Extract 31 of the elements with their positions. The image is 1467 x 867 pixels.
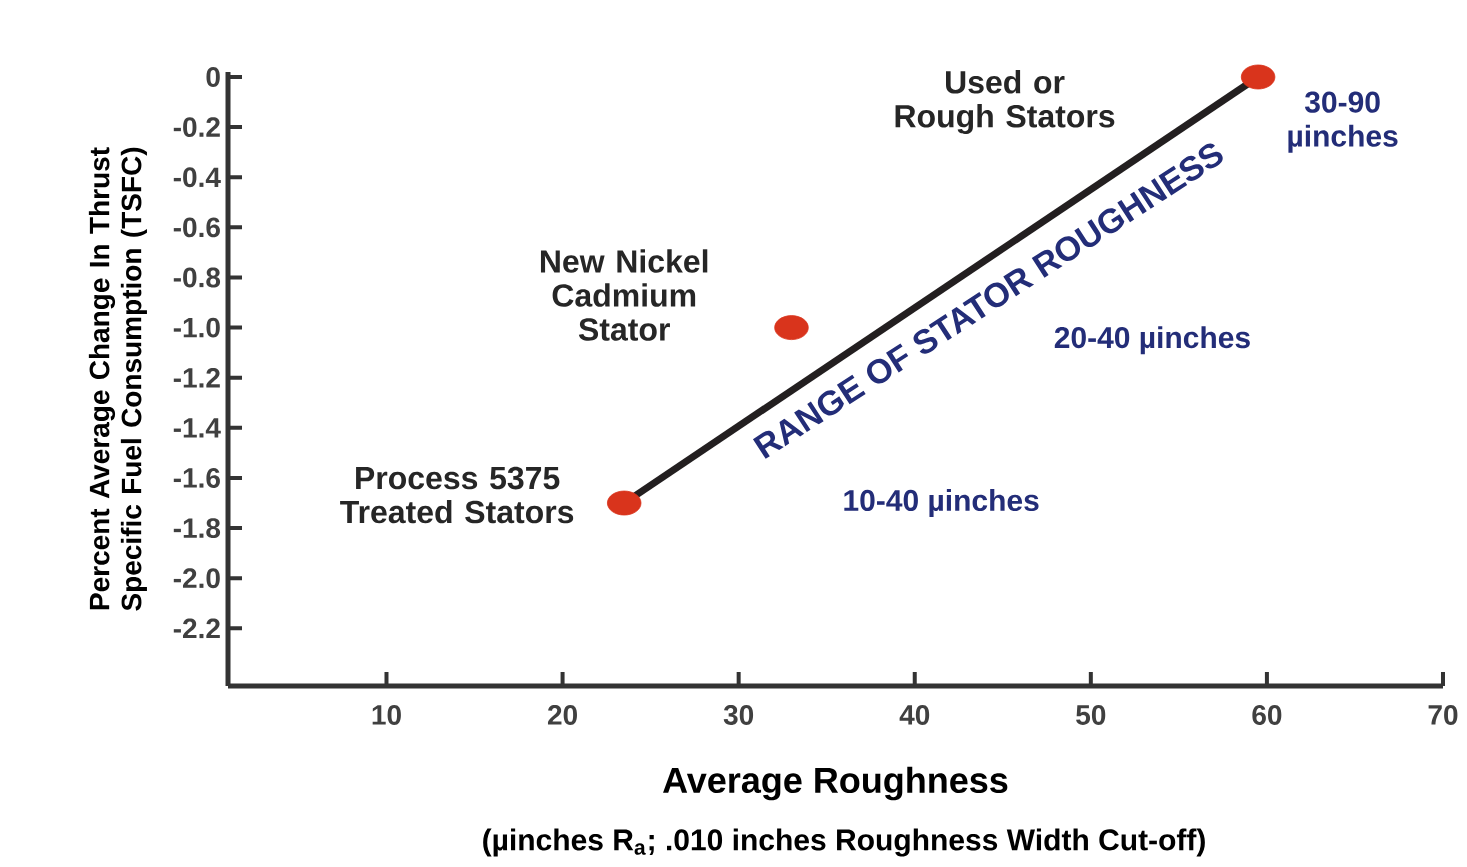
y-tick-label: -0.8 <box>173 267 221 288</box>
point <box>1240 64 1276 90</box>
x-tick-label: 40 <box>899 705 930 725</box>
annotation: 20-40 µinches <box>1054 326 1250 355</box>
y-tick-label: -0.2 <box>173 117 220 138</box>
point <box>774 315 809 341</box>
annotation: 30-90 µinches <box>1288 91 1398 153</box>
annotation: Used or Rough Stators <box>895 70 1115 135</box>
y-axis-title: Percent Average Change In Thrust Specific Fuel Consumption (TSFC) <box>88 147 147 611</box>
annotation: New Nickel Cadmium Stator <box>540 249 708 341</box>
point <box>607 490 642 516</box>
y-tick-label: -1.2 <box>173 367 220 388</box>
x-tick-label: 30 <box>723 705 754 725</box>
y-tick-label: -0.4 <box>173 167 221 188</box>
y-tick-label: 0 <box>206 67 220 87</box>
x-tick-label: 70 <box>1428 705 1458 725</box>
x-tick-label: 60 <box>1252 705 1282 725</box>
x-tick-label: 50 <box>1076 705 1106 725</box>
y-tick-label: -1.4 <box>173 418 221 438</box>
annotation: Process 5375 Treated Stators <box>340 466 574 524</box>
x-axis-title: Average Roughness <box>663 766 1008 801</box>
y-tick-label: -1.8 <box>173 518 221 539</box>
y-tick-label: -0.6 <box>173 217 220 238</box>
y-tick-label: -2.2 <box>173 618 220 639</box>
y-tick-label: -2.0 <box>173 568 220 589</box>
annotation: 10-40 µinches <box>844 489 1039 518</box>
y-tick-label: -1.0 <box>173 317 220 338</box>
x-tick-label: 10 <box>372 705 401 725</box>
y-tick-label: -1.6 <box>173 468 220 488</box>
x-tick-label: 20 <box>547 705 577 725</box>
text: (µinches R$_{a}$; .010 inches Roughness Width Cut-off) <box>483 828 1205 857</box>
